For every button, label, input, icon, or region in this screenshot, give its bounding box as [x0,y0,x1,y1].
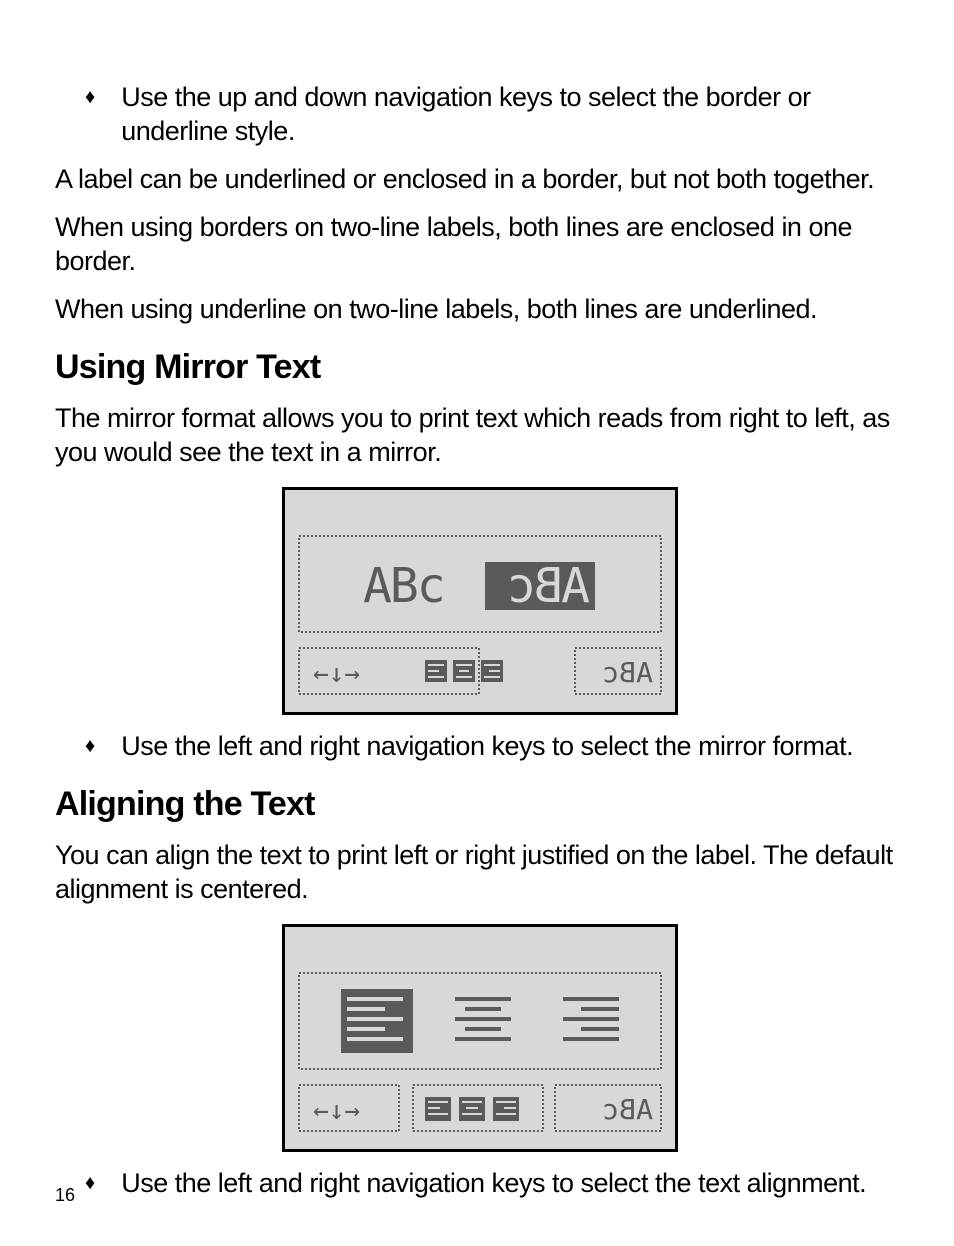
lcd-text-abc: ABc [363,558,444,614]
lcd-figure-mirror: ABc ABc ←↓→ [55,487,904,715]
lcd-svg: ABc ABc ←↓→ [285,490,675,712]
diamond-bullet-icon: ♦ [85,80,95,114]
paragraph: The mirror format allows you to print te… [55,401,904,469]
paragraph: You can align the text to print left or … [55,838,904,906]
paragraph: A label can be underlined or enclosed in… [55,162,904,196]
bullet-text: Use the left and right navigation keys t… [121,729,853,763]
lcd-screen: ABc ABc ←↓→ [282,487,678,715]
page-number: 16 [55,1185,75,1206]
lcd-figure-align: ←↓→ ABc [55,924,904,1152]
lcd-text-abc-mirror: ABc [509,558,590,614]
bullet-text: Use the left and right navigation keys t… [121,1166,866,1200]
lcd-mirror-indicator: ABc [602,1093,653,1126]
bullet-item: ♦ Use the left and right navigation keys… [55,1166,904,1200]
lcd-nav-arrows-icon: ←↓→ [313,659,360,689]
lcd-nav-arrows-icon: ←↓→ [313,1096,360,1126]
bullet-item: ♦ Use the left and right navigation keys… [55,729,904,763]
lcd-screen: ←↓→ ABc [282,924,678,1152]
lcd-svg: ←↓→ ABc [285,927,675,1149]
paragraph: When using underline on two-line labels,… [55,292,904,326]
lcd-mirror-indicator: ABc [602,656,653,689]
heading-align: Aligning the Text [55,785,904,824]
heading-mirror: Using Mirror Text [55,348,904,387]
paragraph: When using borders on two-line labels, b… [55,210,904,278]
align-left-icon [341,989,413,1053]
bullet-item: ♦ Use the up and down navigation keys to… [55,80,904,148]
bullet-text: Use the up and down navigation keys to s… [121,80,904,148]
diamond-bullet-icon: ♦ [85,1166,95,1200]
diamond-bullet-icon: ♦ [85,729,95,763]
manual-page: ♦ Use the up and down navigation keys to… [0,0,954,1246]
